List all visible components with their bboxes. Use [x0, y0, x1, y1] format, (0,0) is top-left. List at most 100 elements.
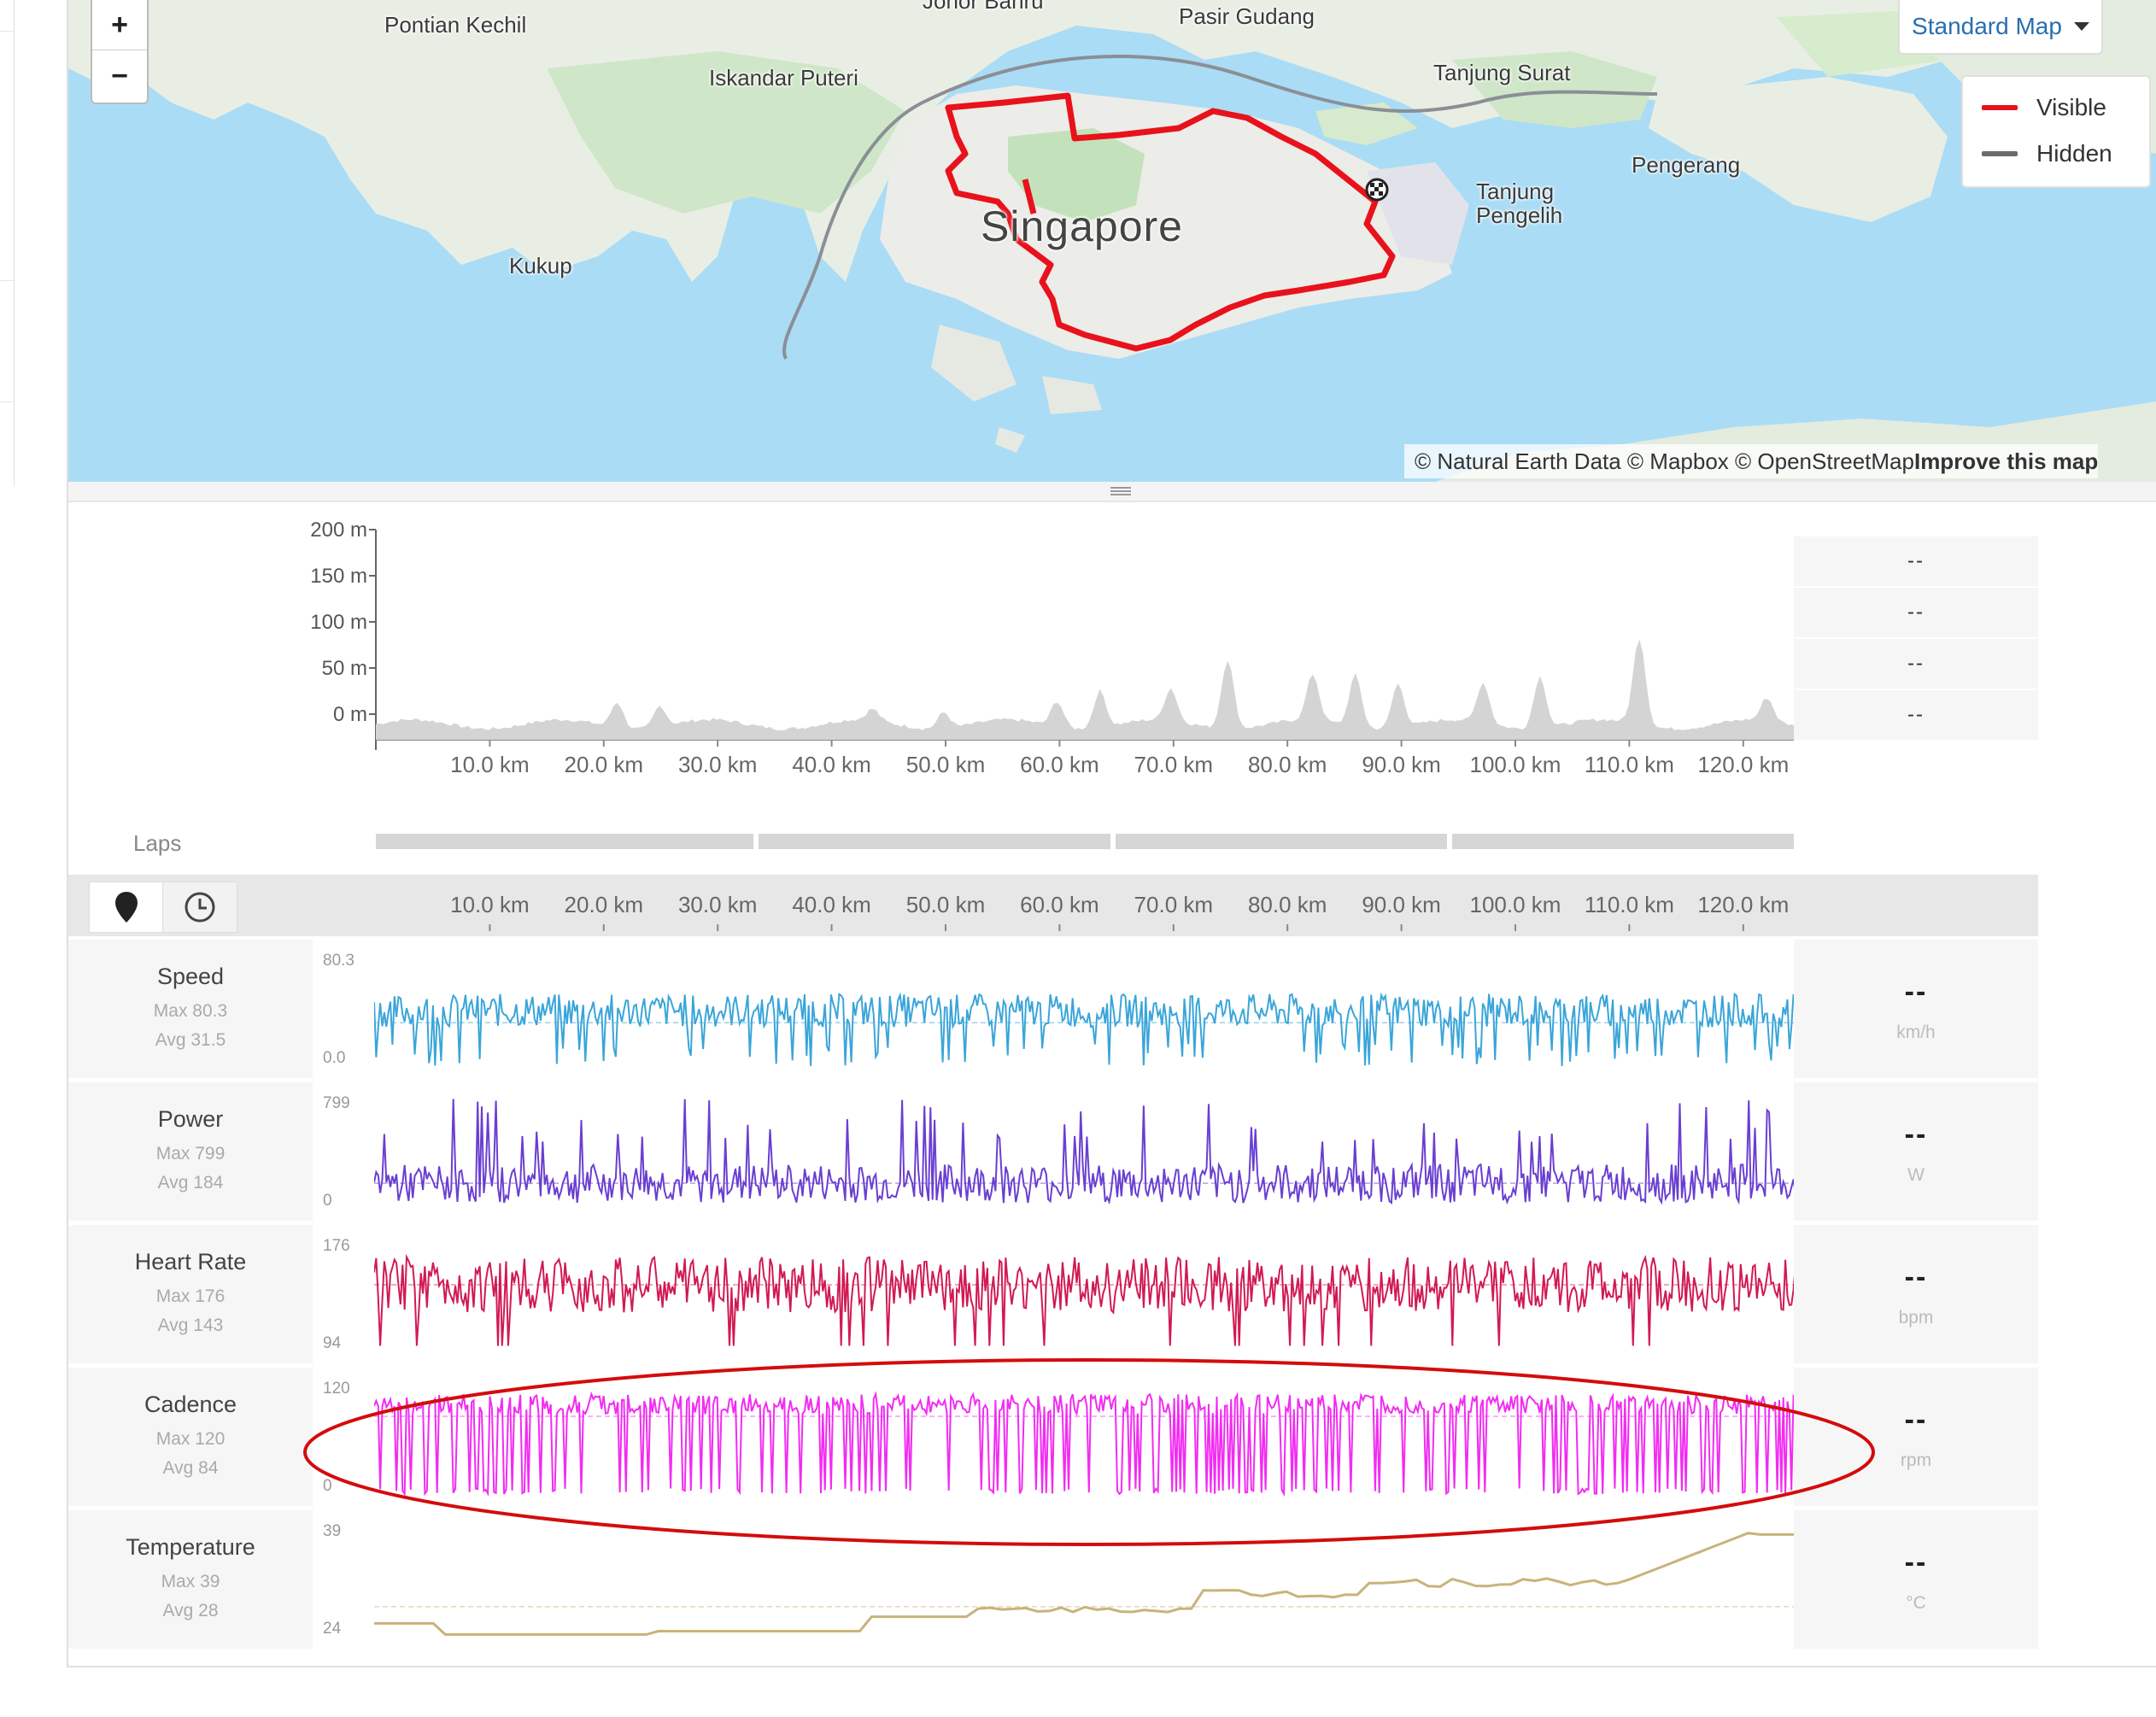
zoom-in-button[interactable]: + [92, 0, 147, 50]
stat-value: -- [1794, 690, 2038, 741]
map-pin-icon [115, 892, 138, 923]
stream-current-value: -- [1904, 975, 1928, 1008]
stream-row-speed[interactable]: Speed Max 80.3 Avg 31.5 80.3 0.0 -- km/h [68, 940, 2038, 1081]
route-line [945, 92, 1396, 352]
stream-line [374, 1391, 1796, 1497]
map-style-dropdown[interactable]: Standard Map [1898, 0, 2103, 55]
elevation-x-axis: 10.0 km 20.0 km 30.0 km 40.0 km 50.0 km 60.0 … [450, 740, 1789, 777]
caret-down-icon [2073, 22, 2089, 31]
map-label-kukup: Kukup [509, 253, 572, 278]
map-label-johor: Johor Bahru [923, 0, 1044, 14]
stream-unit: W [1907, 1164, 1925, 1185]
stream-y-min: 24 [323, 1620, 342, 1638]
left-sidebar-edge [0, 0, 15, 487]
stream-y-min: 0.0 [323, 1049, 346, 1067]
stream-summary: Heart Rate Max 176 Avg 143 [68, 1225, 313, 1363]
distance-tick-label: 60.0 km [1020, 892, 1099, 917]
legend-item-hidden[interactable]: Hidden [1982, 140, 2112, 167]
distance-tick-label: 100.0 km [1470, 752, 1561, 777]
legend-label: Hidden [2036, 140, 2112, 167]
stream-y-max: 39 [323, 1522, 342, 1540]
stream-row-power[interactable]: Power Max 799 Avg 184 799 0 -- W [68, 1082, 2038, 1223]
map-label-singapore: Singapore [981, 202, 1183, 250]
stream-unit: bpm [1898, 1307, 1934, 1327]
distance-tick-label: 100.0 km [1470, 892, 1561, 917]
stream-graph[interactable] [374, 1225, 1796, 1363]
distance-tick-label: 20.0 km [565, 752, 644, 777]
lap-bar[interactable] [1116, 834, 1447, 849]
route-map[interactable]: Johor Bahru Pasir Gudang Pontian Kechil … [68, 0, 2156, 482]
stream-name: Heart Rate [134, 1248, 247, 1275]
land-island [1042, 376, 1102, 414]
stream-readout: -- °C [1794, 1510, 2038, 1649]
map-label-tanjung-surat: Tanjung Surat [1433, 60, 1571, 85]
distance-tick-label: 120.0 km [1697, 752, 1789, 777]
distance-tick-label: 120.0 km [1697, 892, 1789, 917]
gutter-divider [0, 401, 14, 402]
stream-summary: Speed Max 80.3 Avg 31.5 [68, 940, 313, 1078]
drag-handle-icon[interactable] [1110, 487, 1131, 495]
distance-tick-label: 110.0 km [1585, 892, 1674, 917]
stream-avg: Avg 31.5 [155, 1029, 226, 1050]
clock-icon [185, 892, 215, 923]
stream-unit: km/h [1896, 1022, 1936, 1042]
legend-label: Visible [2036, 94, 2106, 120]
stream-readout: -- bpm [1794, 1225, 2038, 1363]
stream-graph[interactable] [374, 940, 1796, 1078]
distance-tick-label: 50.0 km [906, 892, 986, 917]
elevation-y-tick: 50 m [322, 657, 367, 680]
stream-name: Cadence [144, 1391, 237, 1417]
attribution-text: © Natural Earth Data © Mapbox © OpenStre… [1415, 448, 1914, 474]
park-area [1008, 128, 1145, 222]
stream-max: Max 176 [155, 1286, 226, 1306]
stream-readout: -- rpm [1794, 1368, 2038, 1506]
distance-tick-label: 80.0 km [1248, 752, 1327, 777]
stream-graph[interactable] [374, 1510, 1796, 1649]
map-resize-handle[interactable] [68, 482, 2156, 502]
time-mode-button[interactable] [162, 882, 237, 933]
stream-avg: Avg 184 [157, 1172, 224, 1193]
distance-tick-label: 40.0 km [792, 892, 871, 917]
distance-tick-label: 70.0 km [1134, 892, 1214, 917]
stream-line [374, 1253, 1796, 1346]
stream-unit: °C [1906, 1592, 1926, 1613]
distance-tick-label: 20.0 km [565, 892, 644, 917]
stream-summary: Power Max 799 Avg 184 [68, 1082, 313, 1221]
zoom-out-button[interactable]: − [111, 59, 128, 92]
stream-y-min: 0 [323, 1477, 332, 1495]
elevation-chart[interactable]: 200 m 150 m 100 m 50 m 0 m 10.0 km 20.0 km 30.… [256, 513, 1811, 794]
stat-value: -- [1794, 588, 2038, 639]
improve-map-link[interactable]: Improve this map [1913, 448, 2099, 474]
stream-name: Temperature [126, 1533, 255, 1560]
stream-row-cadence[interactable]: Cadence Max 120 Avg 84 120 0 -- rpm [68, 1368, 2038, 1509]
stream-y-min: 0 [323, 1192, 332, 1210]
lap-bar[interactable] [1452, 834, 1794, 849]
stream-graph[interactable] [374, 1368, 1796, 1506]
lap-bar[interactable] [759, 834, 1110, 849]
stream-max: Max 120 [155, 1428, 226, 1449]
stream-distance-axis: 10.0 km 20.0 km 30.0 km 40.0 km 50.0 km 60.0 … [450, 892, 1789, 931]
stream-line [374, 1099, 1796, 1205]
lap-bar[interactable] [376, 834, 753, 849]
stream-row-heartrate[interactable]: Heart Rate Max 176 Avg 143 176 94 -- bpm [68, 1225, 2038, 1366]
map-label-tanjung-pengelih: Tanjung Pengelih [1476, 179, 1563, 228]
distance-mode-button[interactable] [89, 882, 164, 933]
distance-tick-label: 30.0 km [678, 752, 758, 777]
stat-value: -- [1794, 639, 2038, 690]
stream-readout: -- W [1794, 1082, 2038, 1221]
map-style-label: Standard Map [1912, 13, 2062, 39]
gutter-divider [0, 31, 14, 32]
stream-max: Max 799 [155, 1143, 226, 1163]
stream-graph[interactable] [374, 1082, 1796, 1221]
stream-avg: Avg 28 [162, 1600, 219, 1620]
stream-current-value: -- [1904, 1403, 1928, 1436]
distance-tick-label: 40.0 km [792, 752, 871, 777]
stream-y-max: 120 [323, 1380, 350, 1398]
distance-tick-label: 110.0 km [1585, 752, 1674, 777]
stream-summary: Cadence Max 120 Avg 84 [68, 1368, 313, 1506]
legend-item-visible[interactable]: Visible [1982, 94, 2106, 121]
distance-tick-label: 70.0 km [1134, 752, 1214, 777]
land-pengerang [1649, 77, 1948, 222]
stream-row-temperature[interactable]: Temperature Max 39 Avg 28 39 24 -- °C [68, 1510, 2038, 1651]
stream-toolbar [68, 875, 2038, 936]
